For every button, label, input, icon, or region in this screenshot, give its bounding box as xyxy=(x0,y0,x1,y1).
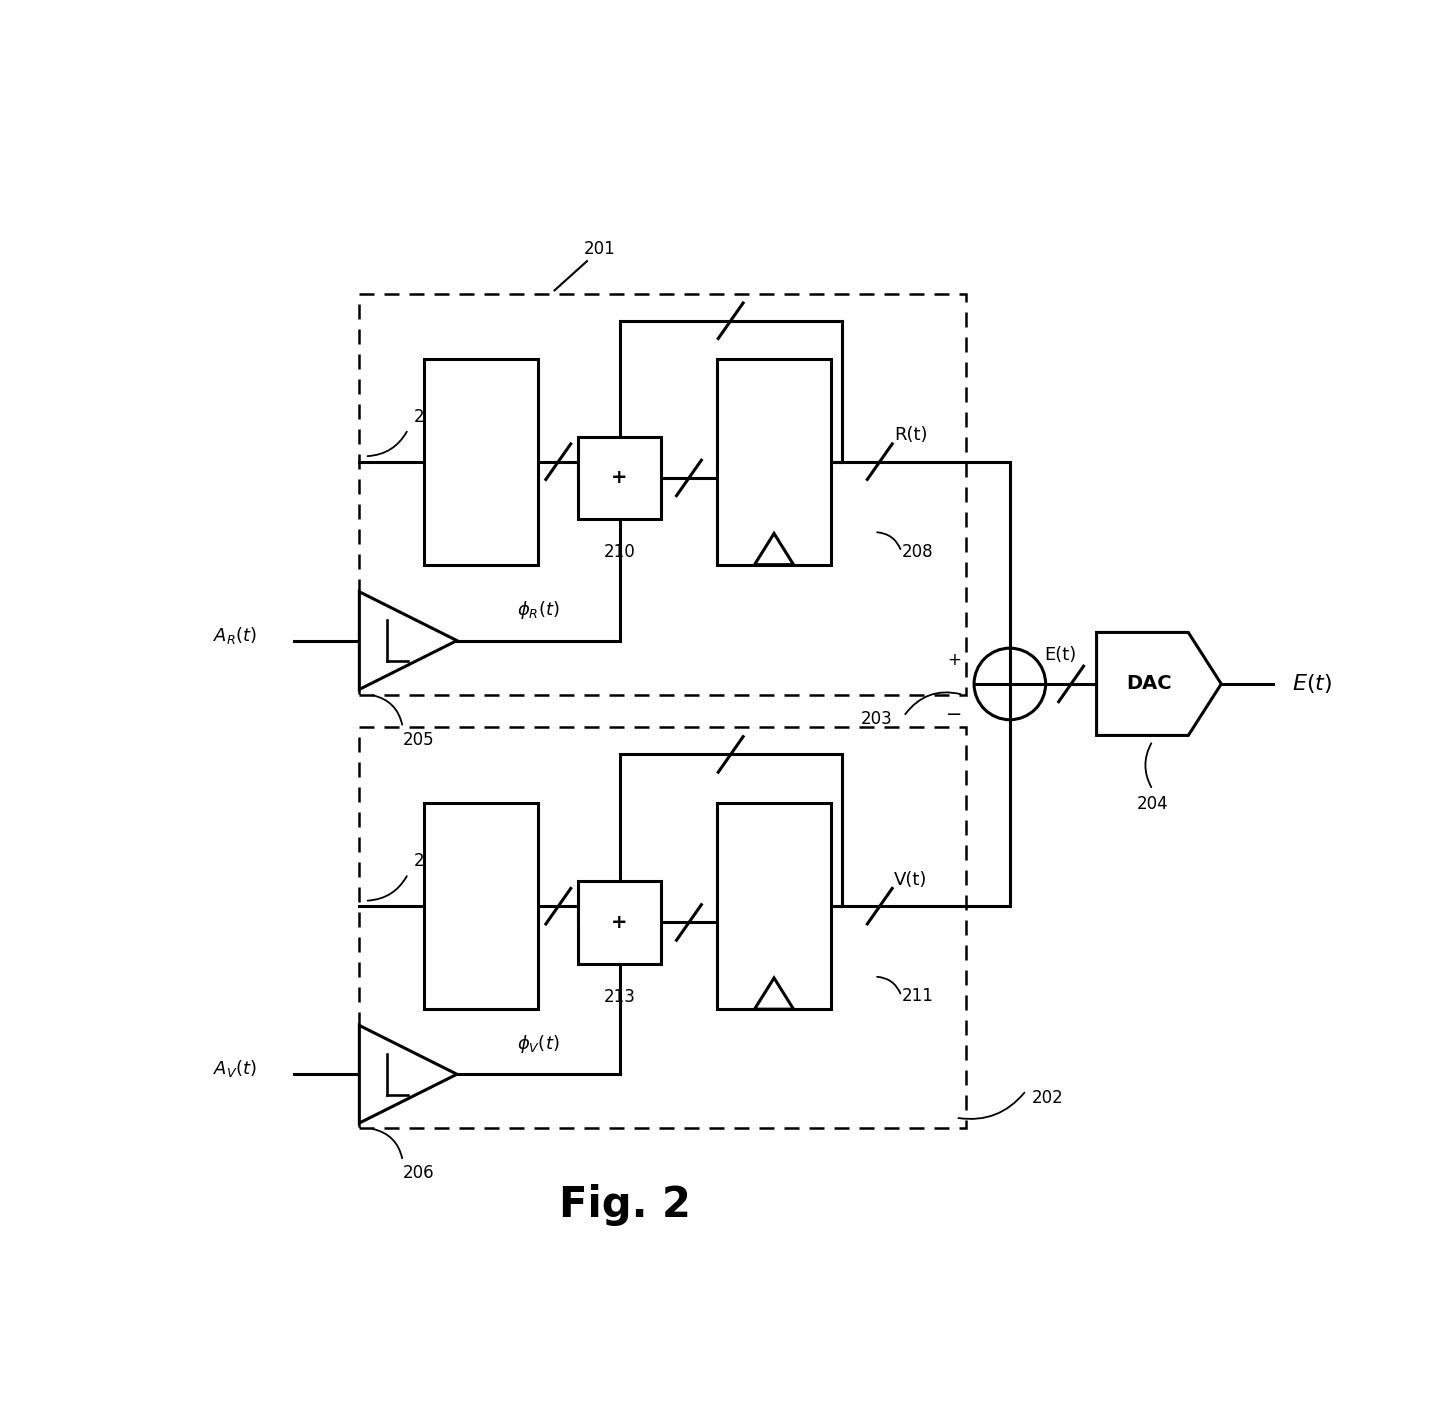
Bar xyxy=(578,436,661,520)
Text: 205: 205 xyxy=(402,731,435,749)
Text: 201: 201 xyxy=(584,239,615,258)
Text: DAC: DAC xyxy=(1126,674,1172,693)
Text: 202: 202 xyxy=(1032,1088,1063,1107)
Bar xyxy=(359,728,966,1128)
Text: 210: 210 xyxy=(604,543,635,560)
Text: Register $A_R$: Register $A_R$ xyxy=(766,425,783,497)
Text: +: + xyxy=(611,912,628,932)
Bar xyxy=(359,294,966,694)
Text: $\phi_R(t)$: $\phi_R(t)$ xyxy=(517,598,560,621)
Polygon shape xyxy=(359,591,456,690)
Circle shape xyxy=(975,648,1046,719)
Text: V(t): V(t) xyxy=(894,870,927,888)
Text: Register $A_V$: Register $A_V$ xyxy=(766,870,783,943)
Text: +: + xyxy=(611,469,628,487)
Text: R(t): R(t) xyxy=(894,427,927,445)
Bar xyxy=(425,359,538,565)
Bar xyxy=(578,881,661,963)
Polygon shape xyxy=(359,1025,456,1124)
Text: 206: 206 xyxy=(402,1164,435,1183)
Text: 204: 204 xyxy=(1136,796,1169,812)
Text: E(t): E(t) xyxy=(1045,646,1076,665)
Text: 208: 208 xyxy=(902,542,933,560)
Text: −: − xyxy=(946,705,963,724)
Text: +: + xyxy=(947,650,962,669)
Text: 209: 209 xyxy=(414,408,445,425)
Text: 203: 203 xyxy=(861,710,893,728)
Text: Register $N_V$: Register $N_V$ xyxy=(472,869,489,943)
Text: Fig. 2: Fig. 2 xyxy=(560,1184,691,1226)
Bar xyxy=(425,803,538,1010)
Text: $A_V(t)$: $A_V(t)$ xyxy=(213,1059,258,1080)
Text: $\phi_V(t)$: $\phi_V(t)$ xyxy=(517,1032,560,1055)
Text: 211: 211 xyxy=(902,987,933,1005)
Text: $E(t)$: $E(t)$ xyxy=(1292,673,1332,696)
Polygon shape xyxy=(1096,632,1221,735)
Text: $A_R(t)$: $A_R(t)$ xyxy=(213,625,258,646)
Text: Register $N_R$: Register $N_R$ xyxy=(472,425,489,498)
Bar xyxy=(717,359,831,565)
Text: 213: 213 xyxy=(604,987,635,1005)
Text: 212: 212 xyxy=(414,852,445,870)
Bar xyxy=(717,803,831,1010)
